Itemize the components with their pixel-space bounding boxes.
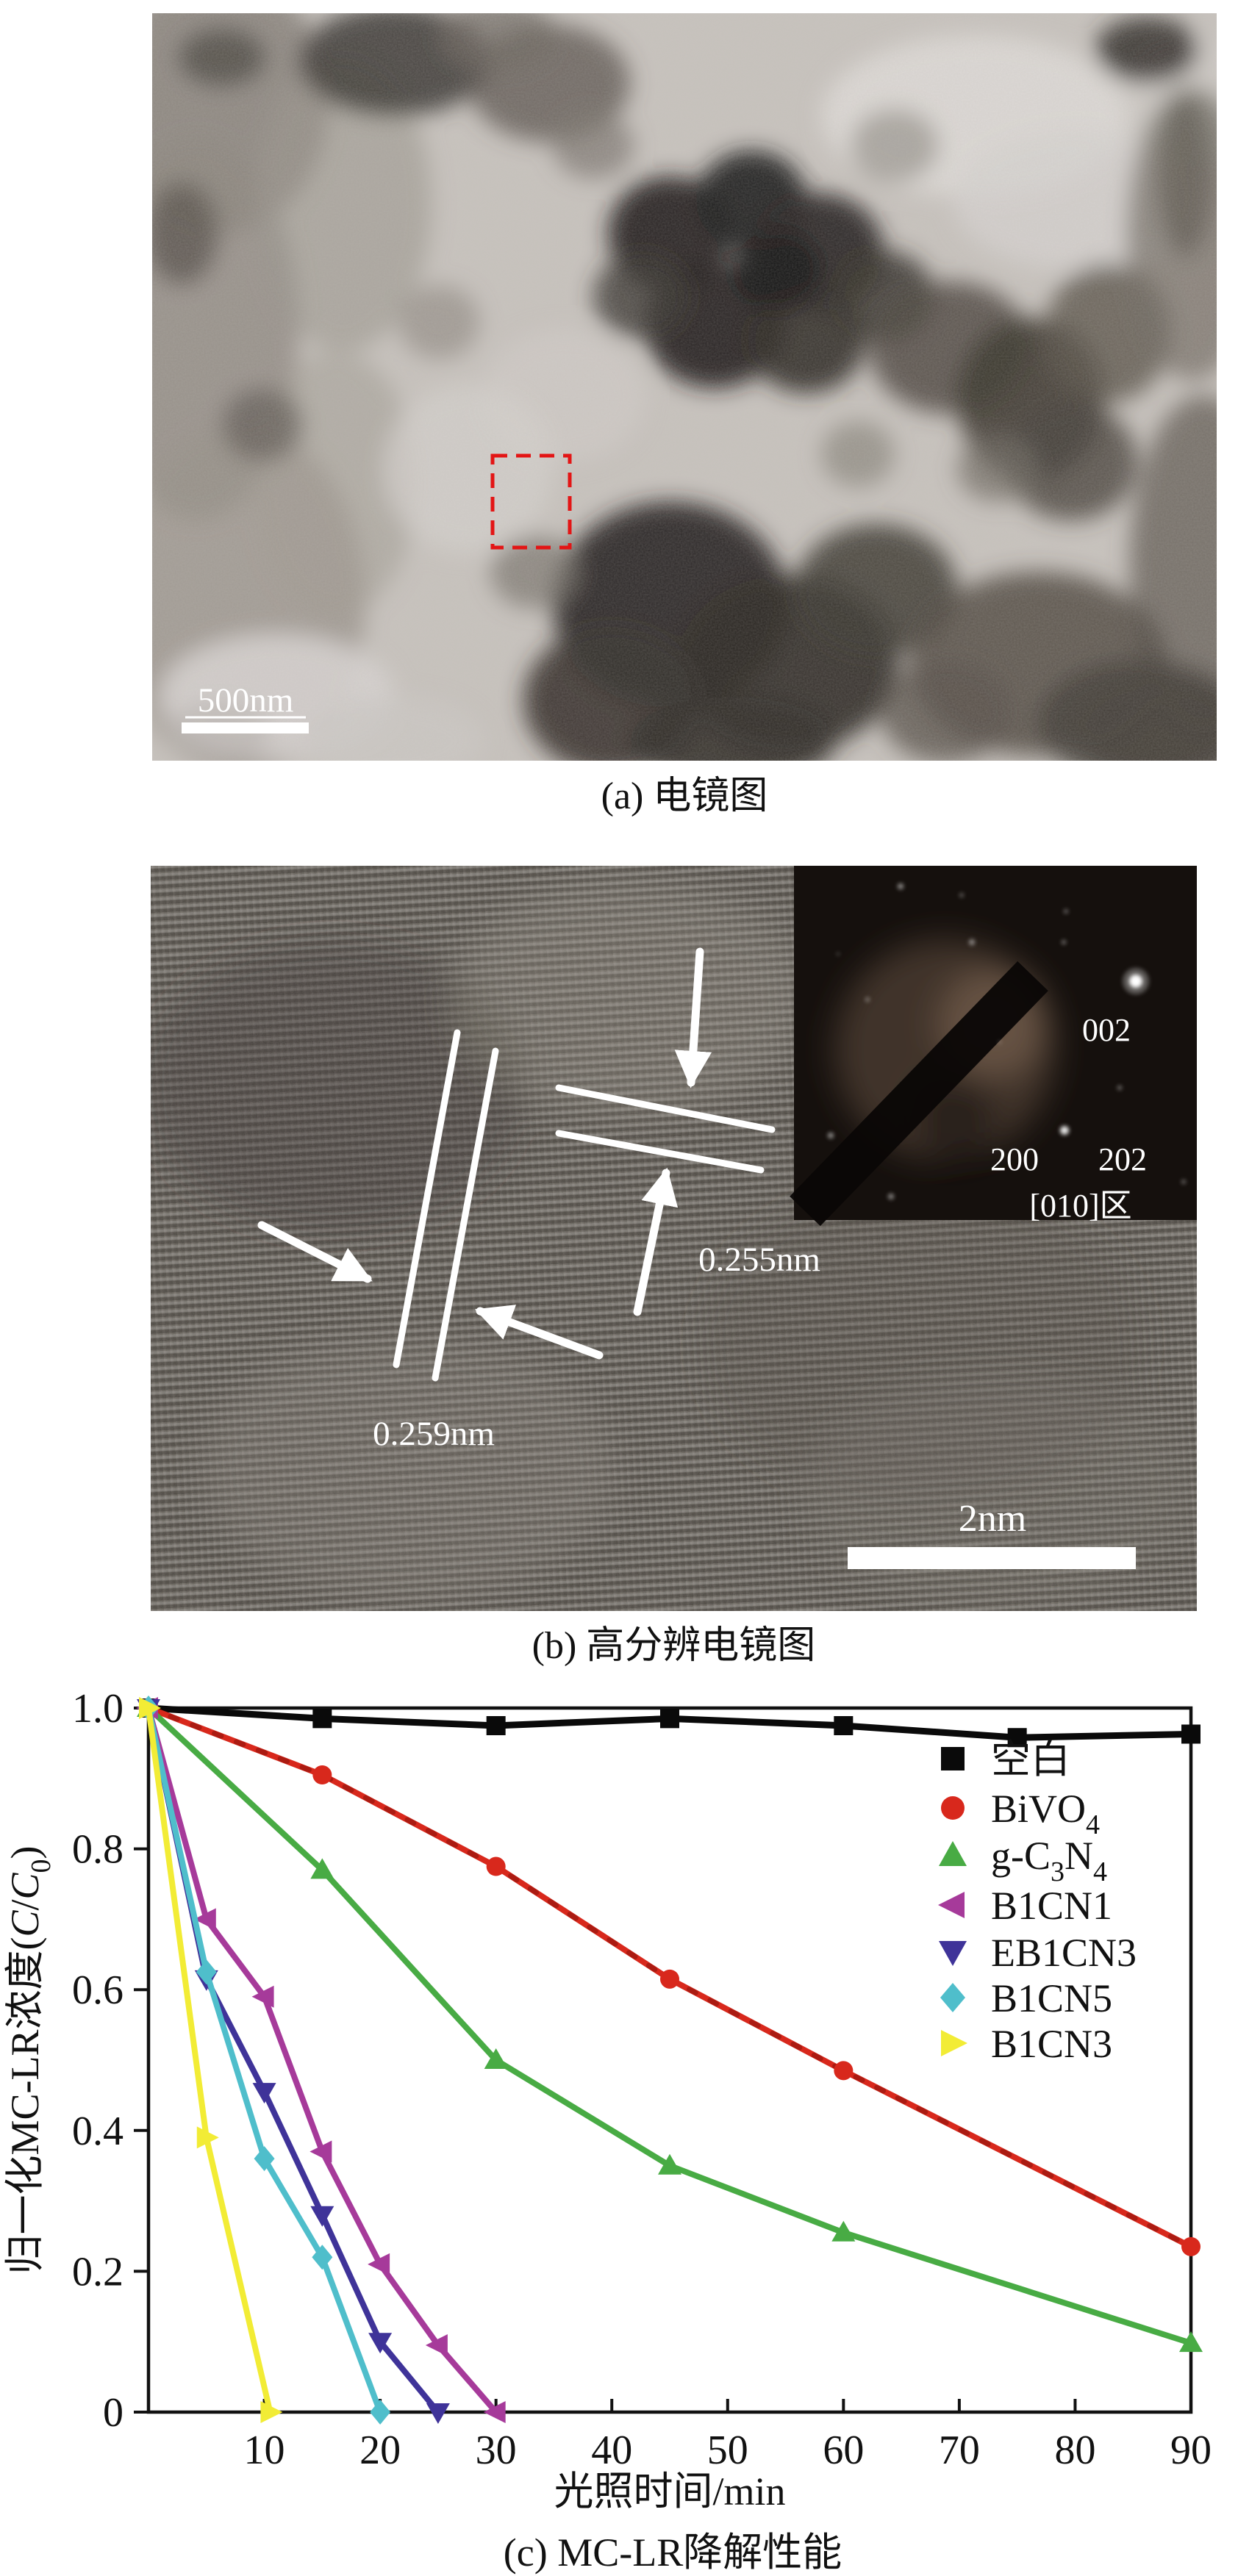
beam-stop-bar xyxy=(790,961,1048,1227)
tem-grain-overlay xyxy=(152,13,1217,761)
x-tick-label: 10 xyxy=(244,2428,285,2473)
legend-label-bivo4: BiVO4 xyxy=(991,1787,1100,1840)
saed-label-200: 200 xyxy=(990,1141,1039,1177)
y-tick-label: 0.6 xyxy=(72,1967,124,2013)
x-tick-label: 90 xyxy=(1170,2428,1212,2473)
chart-series xyxy=(136,1696,1203,2425)
legend-item-bivo4: BiVO4 xyxy=(941,1787,1100,1840)
legend-label-b1cn1: B1CN1 xyxy=(991,1884,1112,1928)
d-spacing-right-label: 0.255nm xyxy=(698,1241,820,1279)
d-spacing-annotation-right xyxy=(555,947,776,1316)
scale-bar-a: 500nm xyxy=(182,681,309,733)
scale-bar-a-bar xyxy=(182,722,309,733)
series-b1cn3 xyxy=(139,1697,283,2423)
roi-dashed-box xyxy=(490,453,572,550)
y-tick-label: 0.8 xyxy=(72,1827,124,1873)
saed-inset: 002 200 202 [010]区 xyxy=(790,866,1197,1227)
caption-panel-b: (b) 高分辨电镜图 xyxy=(532,1625,816,1667)
d-spacing-left-label: 0.259nm xyxy=(373,1415,495,1453)
scale-bar-b-bar xyxy=(848,1547,1136,1569)
legend-item-eb1cn3: EB1CN3 xyxy=(939,1931,1137,1975)
x-axis-title: 光照时间/min xyxy=(554,2469,785,2514)
x-tick-label: 60 xyxy=(823,2428,864,2473)
y-axis-title: 归一化MC-LR浓度(C/C0) xyxy=(3,1845,57,2274)
legend-item-b1cn1: B1CN1 xyxy=(938,1884,1112,1928)
x-tick-label: 80 xyxy=(1054,2428,1095,2473)
y-tick-label: 0 xyxy=(103,2390,124,2436)
diffraction-spots xyxy=(828,883,1186,1199)
saed-label-202: 202 xyxy=(1098,1141,1147,1177)
y-tick-label: 0.2 xyxy=(72,2249,124,2295)
chart-axes: 10 20 30 40 50 60 70 80 90 0 0.2 0.4 0.6 0.8 1.0 光照时间/m… xyxy=(3,1686,1212,2514)
legend-item-b1cn5: B1CN5 xyxy=(940,1976,1112,2020)
tem-image: 500nm xyxy=(152,13,1217,761)
series-b1cn5 xyxy=(138,1696,391,2425)
degradation-chart: 10 20 30 40 50 60 70 80 90 0 0.2 0.4 0.6 0.8 1.0 光照时间/m… xyxy=(3,1686,1212,2514)
legend-item-b1cn3: B1CN3 xyxy=(941,2022,1112,2066)
x-tick-label: 50 xyxy=(707,2428,748,2473)
scale-bar-b: 2nm xyxy=(848,1498,1136,1569)
tem-image-panel: 500nm xyxy=(152,13,1217,761)
series-eb1cn3 xyxy=(137,1699,450,2424)
caption-panel-c: (c) MC-LR降解性能 xyxy=(503,2530,842,2575)
legend-label-b1cn3: B1CN3 xyxy=(991,2022,1112,2066)
hrtem-image: 002 200 202 [010]区 0.259nm xyxy=(151,866,1197,1611)
series-gc3n4 xyxy=(137,1696,1203,2353)
saed-label-zone-axis: [010]区 xyxy=(1029,1188,1131,1224)
legend-label-gc3n4: g-C3N4 xyxy=(991,1834,1107,1887)
scale-bar-a-label: 500nm xyxy=(198,681,294,720)
series-blank xyxy=(139,1698,1201,1748)
x-tick-label: 30 xyxy=(476,2428,517,2473)
legend-item-blank: 空白 xyxy=(941,1737,1070,1782)
scale-bar-b-label: 2nm xyxy=(959,1498,1026,1540)
series-b1cn1 xyxy=(136,1697,506,2423)
x-tick-label: 70 xyxy=(939,2428,980,2473)
legend-label-eb1cn3: EB1CN3 xyxy=(991,1931,1137,1975)
caption-panel-a: (a) 电镜图 xyxy=(601,775,768,817)
legend-item-gc3n4: g-C3N4 xyxy=(939,1834,1107,1887)
x-tick-label: 20 xyxy=(359,2428,401,2473)
d-spacing-annotation-left xyxy=(257,1029,604,1382)
degradation-chart-panel: 10 20 30 40 50 60 70 80 90 0 0.2 0.4 0.6 0.8 1.0 光照时间/m… xyxy=(0,1683,1238,2576)
legend-label-b1cn5: B1CN5 xyxy=(991,1976,1112,2020)
legend-label-blank: 空白 xyxy=(991,1737,1070,1782)
hrtem-image-panel: 002 200 202 [010]区 0.259nm xyxy=(151,866,1197,1611)
saed-label-002: 002 xyxy=(1082,1012,1131,1048)
x-tick-label: 40 xyxy=(591,2428,632,2473)
saed-labels: 002 200 202 [010]区 xyxy=(990,1012,1147,1224)
y-tick-label: 1.0 xyxy=(72,1686,124,1732)
y-tick-label: 0.4 xyxy=(72,2109,124,2154)
